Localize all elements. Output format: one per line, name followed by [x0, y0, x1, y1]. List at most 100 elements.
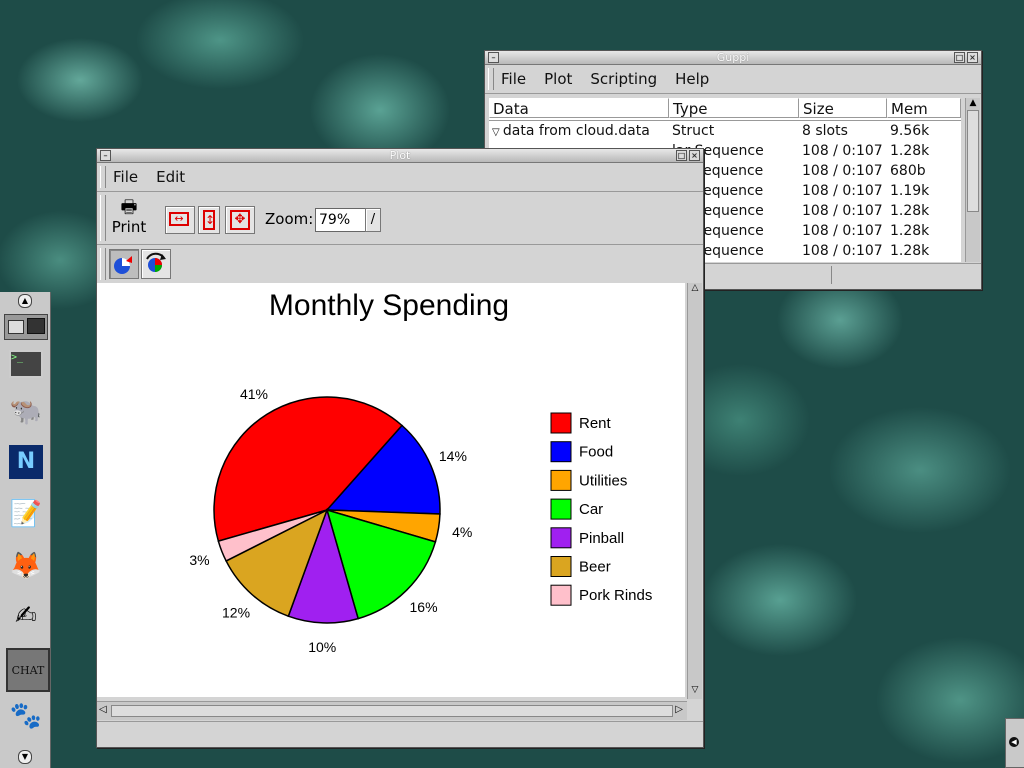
guppi-menubar: File Plot Scripting Help: [485, 65, 981, 94]
rotate-pie-tool-button[interactable]: [141, 249, 171, 279]
maximize-button[interactable]: □: [954, 52, 965, 63]
horizontal-arrows-icon: ↔: [169, 212, 189, 226]
terminal-icon[interactable]: >_: [6, 344, 46, 384]
menu-edit[interactable]: Edit: [156, 168, 186, 186]
launcher-dock: ▲ >_ 🐃 N 📝 🦊 ✍ CHAT 🐾 ▼: [0, 292, 51, 768]
close-button[interactable]: ×: [967, 52, 978, 63]
guppi-window: – Guppi □ × File Plot Scripting Help Dat…: [484, 50, 982, 290]
menu-file[interactable]: File: [501, 70, 527, 88]
menu-scripting[interactable]: Scripting: [590, 70, 658, 88]
column-header-mem[interactable]: Mem: [887, 98, 961, 118]
window-menu-button[interactable]: –: [100, 150, 111, 161]
maximize-button[interactable]: □: [676, 150, 687, 161]
zoom-label: Zoom:: [265, 210, 314, 228]
menu-help[interactable]: Help: [675, 70, 710, 88]
netscape-icon[interactable]: N: [6, 442, 46, 482]
plot-vertical-scrollbar[interactable]: △ ▽: [687, 283, 702, 699]
column-header-type[interactable]: Type: [669, 98, 799, 118]
pie-slice-food: [325, 424, 441, 515]
pie-chart: Monthly Spending 41% 14% 4% 16% 10% 12% 3% Rent…: [189, 289, 652, 655]
close-button[interactable]: ×: [689, 150, 700, 161]
pie-slice-rent: [213, 396, 404, 543]
pager-desktop-2[interactable]: [27, 318, 45, 334]
fit-both-button[interactable]: ✥: [225, 206, 255, 234]
legend-swatch-beer: [550, 556, 572, 577]
printer-icon: 🖶: [120, 197, 138, 218]
pie-slice-pinball: [287, 507, 360, 624]
guppi-title: Guppi: [716, 51, 750, 64]
guppi-vertical-scrollbar[interactable]: ▲: [965, 98, 980, 262]
slice-label-pork-rinds: 3%: [189, 552, 209, 568]
xchat-icon[interactable]: CHAT: [6, 648, 50, 692]
four-arrows-icon: ✥: [230, 210, 250, 230]
print-button[interactable]: 🖶 Print: [111, 198, 147, 238]
legend-swatch-utilities: [550, 469, 572, 491]
chart-title: Monthly Spending: [269, 289, 509, 322]
slice-label-rent: 41%: [240, 386, 268, 402]
plot-tools-bar: [97, 245, 703, 283]
legend-label-pork-rinds: Pork Rinds: [579, 587, 652, 604]
legend-swatch-car: [550, 498, 572, 520]
menubar-grip[interactable]: [488, 68, 494, 90]
vertical-arrows-icon: ↕: [203, 210, 215, 230]
legend-label-pinball: Pinball: [579, 530, 624, 547]
legend-label-food: Food: [579, 444, 613, 461]
slice-label-car: 16%: [410, 599, 438, 615]
writer-icon[interactable]: ✍: [15, 601, 37, 631]
scroll-right-arrow[interactable]: ▷: [675, 704, 683, 715]
legend-swatch-food: [550, 441, 572, 463]
gimp-icon[interactable]: 🦊: [9, 551, 43, 581]
dock-hide-top-button[interactable]: ▲: [18, 294, 32, 308]
plot-horizontal-scrollbar[interactable]: ◁ ▷: [97, 701, 687, 720]
column-header-data[interactable]: Data: [489, 98, 669, 118]
panel-hide-button[interactable]: ◀: [1005, 718, 1024, 768]
guppi-statusbar: [485, 263, 981, 286]
rotate-pie-icon: [146, 252, 166, 272]
pie-tool-button[interactable]: [109, 249, 139, 279]
slice-label-beer: 12%: [222, 604, 250, 620]
column-header-size[interactable]: Size: [799, 98, 887, 118]
fit-height-button[interactable]: ↕: [198, 206, 220, 234]
zoom-dropdown-button[interactable]: /: [365, 208, 381, 232]
gnome-foot-icon[interactable]: 🐾: [9, 701, 43, 731]
legend-label-car: Car: [579, 501, 603, 518]
scroll-up-arrow[interactable]: △: [691, 283, 699, 293]
fit-width-button[interactable]: ↔: [165, 206, 195, 234]
menu-plot[interactable]: Plot: [544, 70, 573, 88]
plot-title: Plot: [389, 149, 411, 162]
pie-slice-pork-rinds: [217, 509, 328, 562]
plot-canvas[interactable]: Monthly Spending 41% 14% 4% 16% 10% 12% 3% Rent…: [97, 283, 685, 697]
desktop-pager[interactable]: [4, 314, 48, 340]
zoom-input[interactable]: 79%: [315, 208, 366, 232]
legend-label-rent: Rent: [579, 415, 612, 432]
menubar-grip[interactable]: [100, 166, 106, 188]
expand-icon[interactable]: ▽: [492, 127, 503, 138]
plot-window: – Plot □ × File Edit 🖶 Print ↔ ↕ ✥ Zoom:…: [96, 148, 704, 748]
scroll-down-arrow[interactable]: ▽: [691, 685, 699, 695]
slice-label-food: 14%: [439, 448, 467, 464]
window-menu-button[interactable]: –: [488, 52, 499, 63]
slice-label-pinball: 10%: [308, 639, 336, 655]
legend-label-beer: Beer: [579, 559, 611, 576]
menu-file[interactable]: File: [113, 168, 139, 186]
scroll-thumb[interactable]: [111, 705, 673, 717]
plot-statusbar: [97, 721, 703, 746]
scroll-up-arrow[interactable]: ▲: [969, 98, 977, 108]
plot-titlebar[interactable]: – Plot □ ×: [97, 149, 703, 163]
xchat-label: CHAT: [11, 663, 45, 677]
toolbar-grip[interactable]: [100, 248, 106, 280]
pie-chart-icon: [114, 256, 132, 274]
toolbar-grip[interactable]: [100, 195, 106, 241]
dock-hide-bottom-button[interactable]: ▼: [18, 750, 32, 764]
legend-swatch-pork-rinds: [550, 584, 572, 606]
editor-icon[interactable]: 📝: [9, 499, 43, 529]
plot-menubar: File Edit: [97, 163, 703, 192]
pager-desktop-1[interactable]: [8, 320, 24, 334]
table-row[interactable]: ▽ data from cloud.data Struct 8 slots 9.…: [492, 123, 930, 139]
slice-label-utilities: 4%: [452, 524, 472, 540]
guppi-titlebar[interactable]: – Guppi □ ×: [485, 51, 981, 65]
gnu-icon[interactable]: 🐃: [9, 397, 43, 427]
plot-toolbar: 🖶 Print ↔ ↕ ✥ Zoom: 79% /: [97, 192, 703, 245]
scroll-left-arrow[interactable]: ◁: [99, 704, 107, 715]
scroll-thumb[interactable]: [967, 110, 979, 212]
